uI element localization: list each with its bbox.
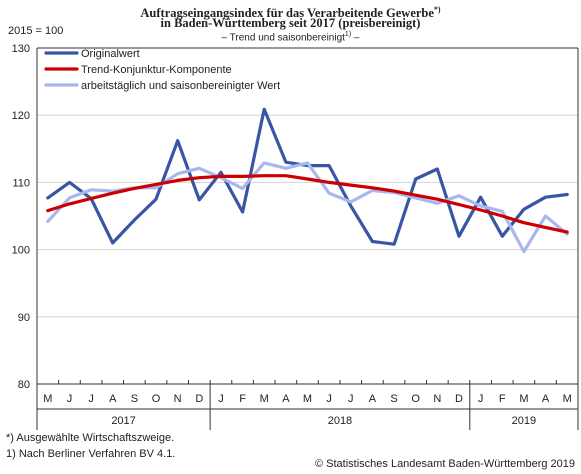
chart-subtitle: – Trend und saisonbereinigt1) – bbox=[221, 31, 360, 44]
base-year-label: 2015 = 100 bbox=[8, 25, 64, 37]
source-copyright: © Statistisches Landesamt Baden-Württemb… bbox=[314, 458, 575, 470]
x-month-label: D bbox=[195, 393, 203, 405]
chart-title-line1: Auftragseingangsindex für das Verarbeite… bbox=[140, 5, 441, 21]
series-layer bbox=[46, 107, 569, 254]
y-tick-label: 100 bbox=[12, 245, 30, 257]
x-month-label: J bbox=[478, 393, 484, 405]
y-tick-label: 130 bbox=[12, 43, 30, 55]
x-month-label: A bbox=[282, 393, 290, 405]
x-year-label: 2018 bbox=[328, 415, 352, 427]
x-month-label: F bbox=[239, 393, 246, 405]
x-month-label: O bbox=[411, 393, 420, 405]
x-month-label: J bbox=[218, 393, 224, 405]
legend-label: arbeitstäglich und saisonbereinigter Wer… bbox=[81, 80, 280, 92]
x-month-label: J bbox=[88, 393, 94, 405]
x-year-label: 2019 bbox=[512, 415, 536, 427]
y-tick-label: 120 bbox=[12, 110, 30, 122]
footnote-selected-branches: *) Ausgewählte Wirtschaftszweige. bbox=[6, 432, 175, 444]
legend-label: Trend-Konjunktur-Komponente bbox=[81, 64, 232, 76]
x-month-label: M bbox=[563, 393, 572, 405]
x-month-label: N bbox=[433, 393, 441, 405]
x-month-label: J bbox=[348, 393, 354, 405]
footnote-method: 1) Nach Berliner Verfahren BV 4.1. bbox=[6, 448, 176, 460]
series-line-trend bbox=[46, 174, 569, 234]
x-month-label: S bbox=[131, 393, 138, 405]
x-month-label: M bbox=[519, 393, 528, 405]
x-month-label: F bbox=[499, 393, 506, 405]
x-month-label: A bbox=[369, 393, 377, 405]
y-tick-label: 80 bbox=[18, 379, 30, 391]
line-chart: 80 90 100 110 120 130 M J J A S O N D J F M A M J J A S O N D J F M A… bbox=[12, 43, 579, 430]
x-month-label: D bbox=[455, 393, 463, 405]
legend: Originalwert Trend-Konjunktur-Komponente a… bbox=[44, 48, 280, 92]
x-month-label: A bbox=[542, 393, 550, 405]
x-month-label: M bbox=[303, 393, 312, 405]
x-month-label: O bbox=[152, 393, 161, 405]
x-month-label: J bbox=[67, 393, 73, 405]
y-tick-label: 90 bbox=[18, 312, 30, 324]
y-tick-label: 110 bbox=[12, 177, 30, 189]
series-line-originalwert bbox=[46, 107, 569, 246]
x-month-label: N bbox=[174, 393, 182, 405]
x-month-label: A bbox=[109, 393, 117, 405]
x-year-label: 2017 bbox=[111, 415, 135, 427]
x-month-label: M bbox=[43, 393, 52, 405]
x-month-label: J bbox=[326, 393, 332, 405]
series-line-arbeitstaeglich bbox=[46, 161, 569, 254]
x-month-label: M bbox=[260, 393, 269, 405]
legend-label: Originalwert bbox=[81, 48, 140, 60]
axis-layer: 80 90 100 110 120 130 M J J A S O N D J F M A M J J A S O N D J F M A… bbox=[12, 43, 579, 430]
chart-title-line2: in Baden-Württemberg seit 2017 (preisber… bbox=[160, 16, 421, 30]
x-month-label: S bbox=[390, 393, 397, 405]
